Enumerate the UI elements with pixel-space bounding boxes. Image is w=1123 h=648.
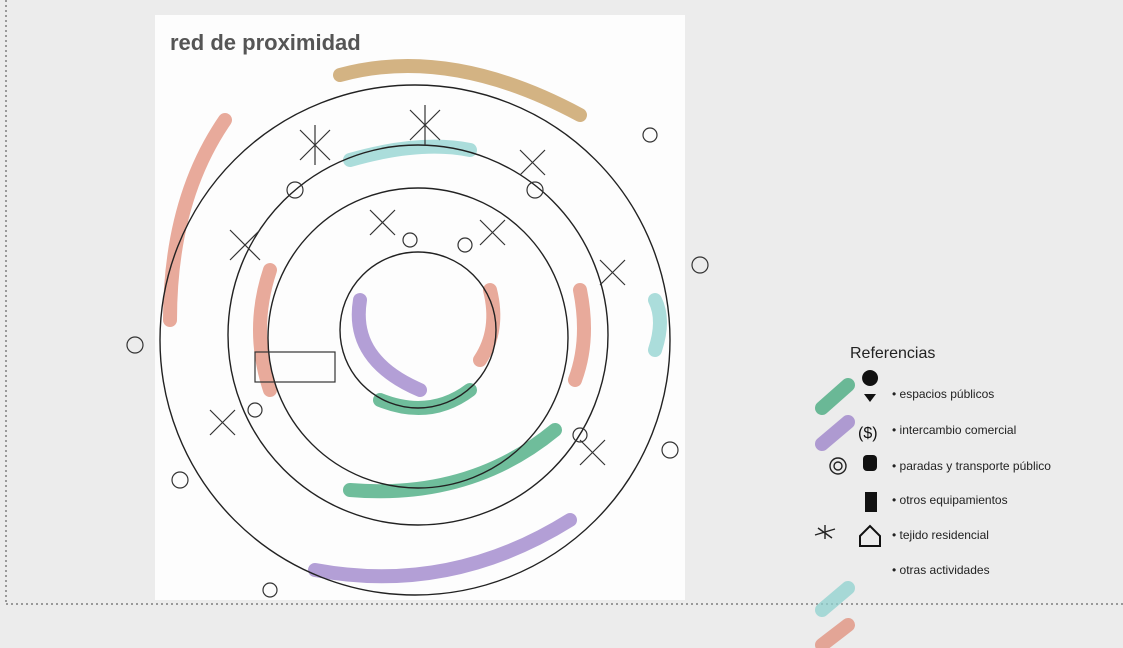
paper bbox=[155, 15, 685, 600]
legend-item: • tejido residencial bbox=[892, 528, 989, 542]
svg-text:($): ($) bbox=[858, 425, 878, 442]
legend-swatches: ($) bbox=[814, 370, 881, 648]
title: red de proximidad bbox=[170, 30, 361, 55]
legend-heading: Referencias bbox=[850, 345, 935, 362]
legend-item: • otros equipamientos bbox=[892, 493, 1008, 507]
legend-item: • intercambio comercial bbox=[892, 423, 1016, 437]
rings bbox=[159, 84, 671, 596]
legend-item: • otras actividades bbox=[892, 563, 990, 577]
legend-item: • espacios públicos bbox=[892, 387, 994, 401]
legend-items: • espacios públicos • intercambio comerci… bbox=[892, 387, 1051, 577]
legend-item: • paradas y transporte público bbox=[892, 459, 1051, 473]
sketch-marks bbox=[126, 105, 709, 598]
